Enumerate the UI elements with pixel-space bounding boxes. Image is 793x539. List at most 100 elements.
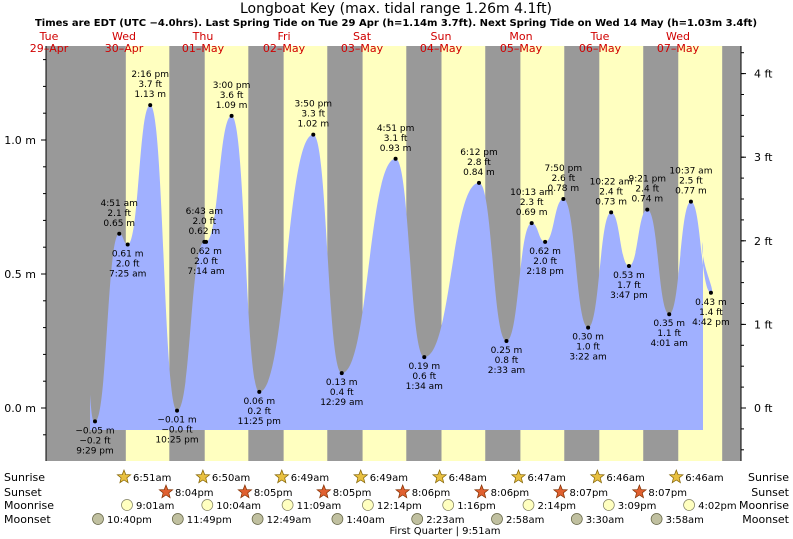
- right-tick-label: 3 ft: [754, 151, 773, 164]
- tide-label: 0.4 ft: [330, 388, 354, 398]
- moonrise-icon: [121, 499, 133, 511]
- day-label-date: 30–Apr: [105, 42, 144, 55]
- tide-label: 10:22 am: [590, 177, 633, 187]
- day-label-dow: Wed: [666, 30, 690, 43]
- day-label-date: 01–May: [182, 42, 225, 55]
- tide-label: 0.73 m: [595, 197, 627, 207]
- day-label-date: 05–May: [500, 42, 543, 55]
- tide-point: [393, 156, 398, 161]
- axes: 0.0 m0.5 m1.0 m0 ft1 ft2 ft3 ft4 ftTue29…: [4, 30, 773, 461]
- right-tick-label: 0 ft: [754, 402, 773, 415]
- sunrise-time: 6:50am: [212, 473, 250, 484]
- moonset-icon: [570, 513, 583, 525]
- tide-point: [339, 371, 344, 376]
- tide-point: [529, 221, 534, 226]
- moonset-time: 11:49pm: [187, 515, 232, 526]
- sunset-icon: [395, 484, 411, 499]
- tide-label: 3:50 pm: [295, 100, 333, 110]
- tide-label: 6:12 pm: [460, 148, 498, 158]
- tide-label: 4:01 am: [651, 339, 688, 349]
- moonrise-icon: [442, 499, 455, 511]
- row-label-left: Sunrise: [4, 471, 45, 484]
- tide-label: 3.1 ft: [384, 134, 408, 144]
- sunset-icon: [631, 484, 648, 499]
- day-label-dow: Wed: [112, 30, 136, 43]
- tide-label: 12:29 am: [320, 398, 363, 408]
- tide-label: 0.84 m: [463, 168, 495, 178]
- sunset-icon: [552, 484, 569, 499]
- tide-label: 2.4 ft: [635, 185, 659, 195]
- day-label-date: 07–May: [657, 42, 700, 55]
- tide-area-path: [90, 105, 713, 430]
- chart-subtitle: Times are EDT (UTC −4.0hrs). Last Spring…: [35, 18, 757, 29]
- tide-label: 1.02 m: [297, 120, 329, 130]
- sunset-time: 8:05pm: [254, 488, 293, 499]
- tide-label: 0.25 m: [491, 346, 523, 356]
- day-label-dow: Mon: [509, 30, 532, 43]
- tide-label: 2.1 ft: [107, 209, 131, 219]
- sunrise-time: 6:48am: [449, 473, 487, 484]
- tide-label: 3:00 pm: [213, 81, 251, 91]
- tide-label: 0.77 m: [675, 187, 707, 197]
- row-label-left: Moonset: [4, 513, 51, 526]
- sunset-time: 8:06pm: [491, 488, 530, 499]
- tide-point: [626, 263, 631, 268]
- moonrise-icon: [281, 499, 294, 511]
- tide-label: 2:33 am: [488, 366, 525, 376]
- tide-point: [204, 239, 209, 244]
- moonrise-icon: [522, 499, 535, 511]
- day-label-date: 03–May: [341, 42, 384, 55]
- sunrise-time: 6:49am: [370, 473, 408, 484]
- sunrise-icon: [668, 469, 684, 484]
- tide-label: 0.13 m: [326, 378, 358, 388]
- moonset-icon: [171, 513, 184, 525]
- tide-label: 10:13 am: [510, 188, 553, 198]
- sunrise-icon: [353, 469, 369, 484]
- sunrise-icon: [431, 469, 448, 484]
- tide-label: 7:50 pm: [545, 164, 583, 174]
- day-label-dow: Thu: [192, 30, 214, 43]
- tide-label: 0.93 m: [380, 144, 412, 154]
- sunrise-icon: [116, 469, 132, 484]
- tide-point: [117, 231, 122, 236]
- moonrise-icon: [362, 499, 374, 511]
- tide-label: 0.62 m: [189, 227, 221, 237]
- tide-point: [586, 325, 591, 330]
- tide-label: 4:51 pm: [377, 124, 415, 134]
- sunrise-icon: [589, 469, 606, 484]
- tide-point: [688, 199, 693, 204]
- moonrise-time: 4:02pm: [698, 501, 737, 512]
- tide-label: 2.6 ft: [551, 174, 575, 184]
- tide-label: 6:43 am: [186, 207, 223, 217]
- moonset-icon: [331, 513, 344, 525]
- sunrise-icon: [274, 469, 290, 484]
- tide-label: 1.13 m: [134, 90, 166, 100]
- tide-label: 2.4 ft: [599, 187, 623, 197]
- tide-label: 10:37 am: [669, 167, 712, 177]
- tide-label: 0.53 m: [613, 271, 645, 281]
- tide-point: [422, 355, 427, 360]
- tide-label: 2:18 pm: [526, 267, 564, 277]
- chart-title: Longboat Key (max. tidal range 1.26m 4.1…: [240, 1, 552, 17]
- sunset-icon: [158, 484, 174, 499]
- tide-label: 1.09 m: [216, 101, 248, 111]
- left-tick-label: 0.0 m: [4, 402, 36, 415]
- tide-label: −0.0 ft: [161, 426, 193, 436]
- moonset-icon: [251, 513, 264, 525]
- tide-label: 4:51 am: [101, 199, 138, 209]
- tide-label: 7:25 am: [109, 270, 146, 280]
- tide-label: 2.3 ft: [520, 198, 544, 208]
- tide-labels: −0.05 m−0.2 ft9:29 pm 4:51 am2.1 ft0.65 m…: [75, 70, 729, 456]
- moonrise-icon: [602, 499, 615, 511]
- tide-label: 0.61 m: [112, 250, 144, 260]
- tide-label: 2.0 ft: [194, 257, 218, 267]
- tide-point: [125, 242, 130, 247]
- tide-label: 2:16 pm: [131, 70, 169, 80]
- sunrise-icon: [510, 469, 527, 484]
- day-label-date: 06–May: [579, 42, 622, 55]
- tide-label: 1.0 ft: [576, 343, 600, 353]
- moonrise-time: 9:01am: [136, 501, 174, 512]
- moonset-icon: [491, 513, 503, 525]
- right-tick-label: 1 ft: [754, 318, 773, 331]
- tide-label: 2.0 ft: [192, 217, 216, 227]
